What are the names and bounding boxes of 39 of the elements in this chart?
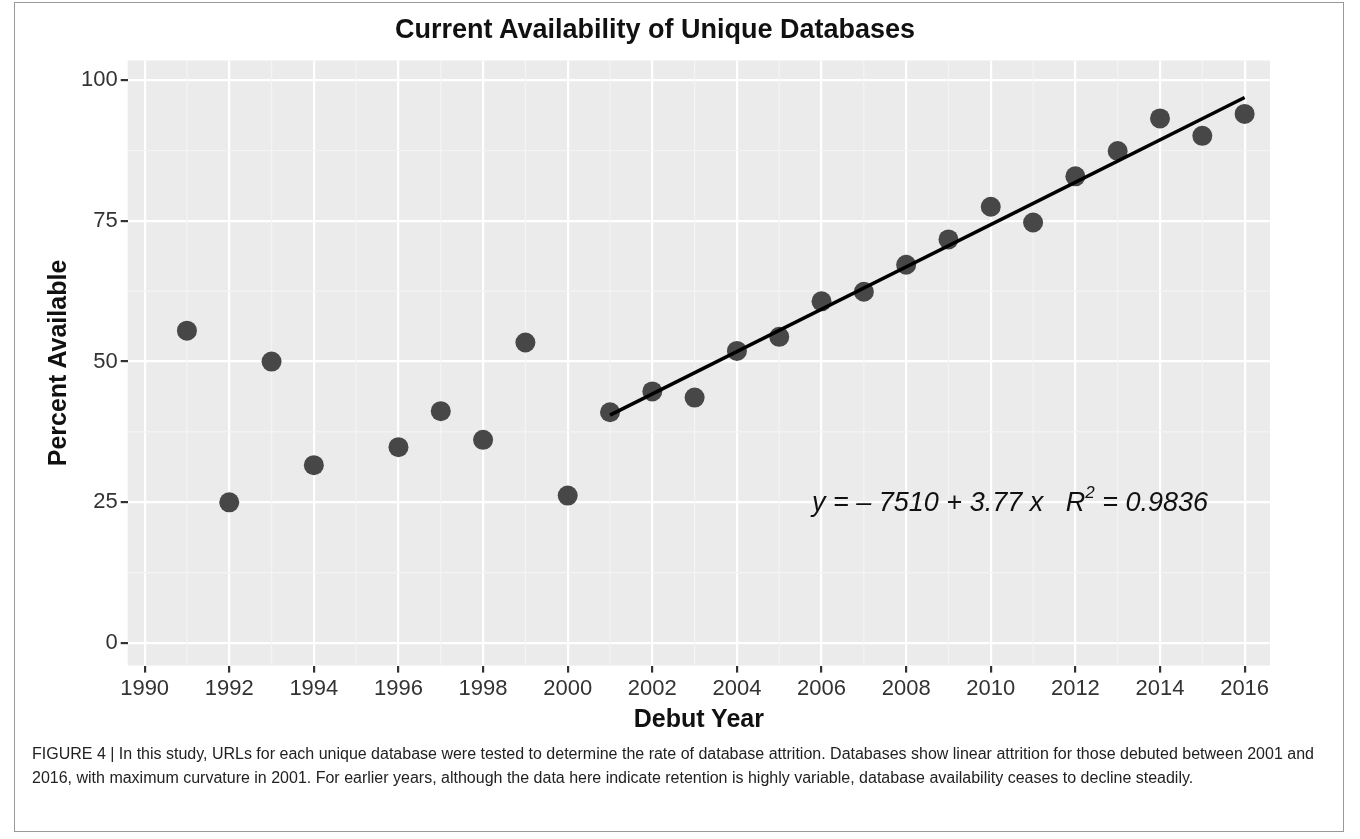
- point: [473, 429, 494, 450]
- caption: FIGURE 4 | In this study, URLs for each unique database were tested to determine the rate of database attrition. Databases show linear attrition for those debuted between 2001 and 2016, with maximum curvature in 2001. For earlier years, although the data here indicate retention is highly variable, database availability ceases to decline steadily.: [32, 744, 1315, 788]
- x-tick-label: 1992: [204, 674, 254, 700]
- point: [515, 332, 536, 353]
- x-tick-label: 2014: [1135, 674, 1185, 700]
- y-tick-label: 0: [105, 629, 118, 655]
- y-tick-label: 25: [93, 488, 118, 514]
- x-tick-label: 1998: [458, 674, 508, 700]
- point: [1150, 108, 1170, 129]
- chart-title: Current Availability of Unique Databases: [394, 13, 916, 44]
- x-tick-label: 2012: [1050, 674, 1100, 700]
- point: [980, 196, 1001, 217]
- x-tick-label: 2002: [627, 674, 677, 700]
- x-tick-label: 2006: [797, 674, 847, 700]
- x-tick-label: 2000: [543, 674, 593, 700]
- point: [388, 437, 409, 458]
- x-axis-title: Debut Year: [633, 703, 765, 732]
- x-tick-label: 1996: [374, 674, 423, 700]
- x-tick-label: 2010: [966, 674, 1016, 700]
- point: [303, 455, 324, 476]
- y-tick-label: 100: [80, 66, 118, 92]
- x-tick-label: 2016: [1220, 674, 1270, 700]
- point: [1192, 125, 1213, 146]
- y-tick-label: 50: [93, 347, 118, 373]
- point: [219, 492, 240, 513]
- point: [1234, 103, 1255, 124]
- point: [684, 387, 705, 408]
- point: [430, 401, 451, 422]
- x-tick-label: 2004: [712, 674, 762, 700]
- point: [176, 320, 197, 341]
- x-tick-label: 2008: [881, 674, 931, 700]
- x-tick-label: 1990: [120, 674, 170, 700]
- point: [557, 485, 578, 506]
- point: [261, 351, 282, 372]
- point: [1107, 141, 1128, 162]
- y-axis-title: Percent Available: [42, 259, 71, 467]
- x-tick-label: 1994: [289, 674, 339, 700]
- point: [1023, 212, 1044, 233]
- y-tick-label: 75: [93, 206, 118, 232]
